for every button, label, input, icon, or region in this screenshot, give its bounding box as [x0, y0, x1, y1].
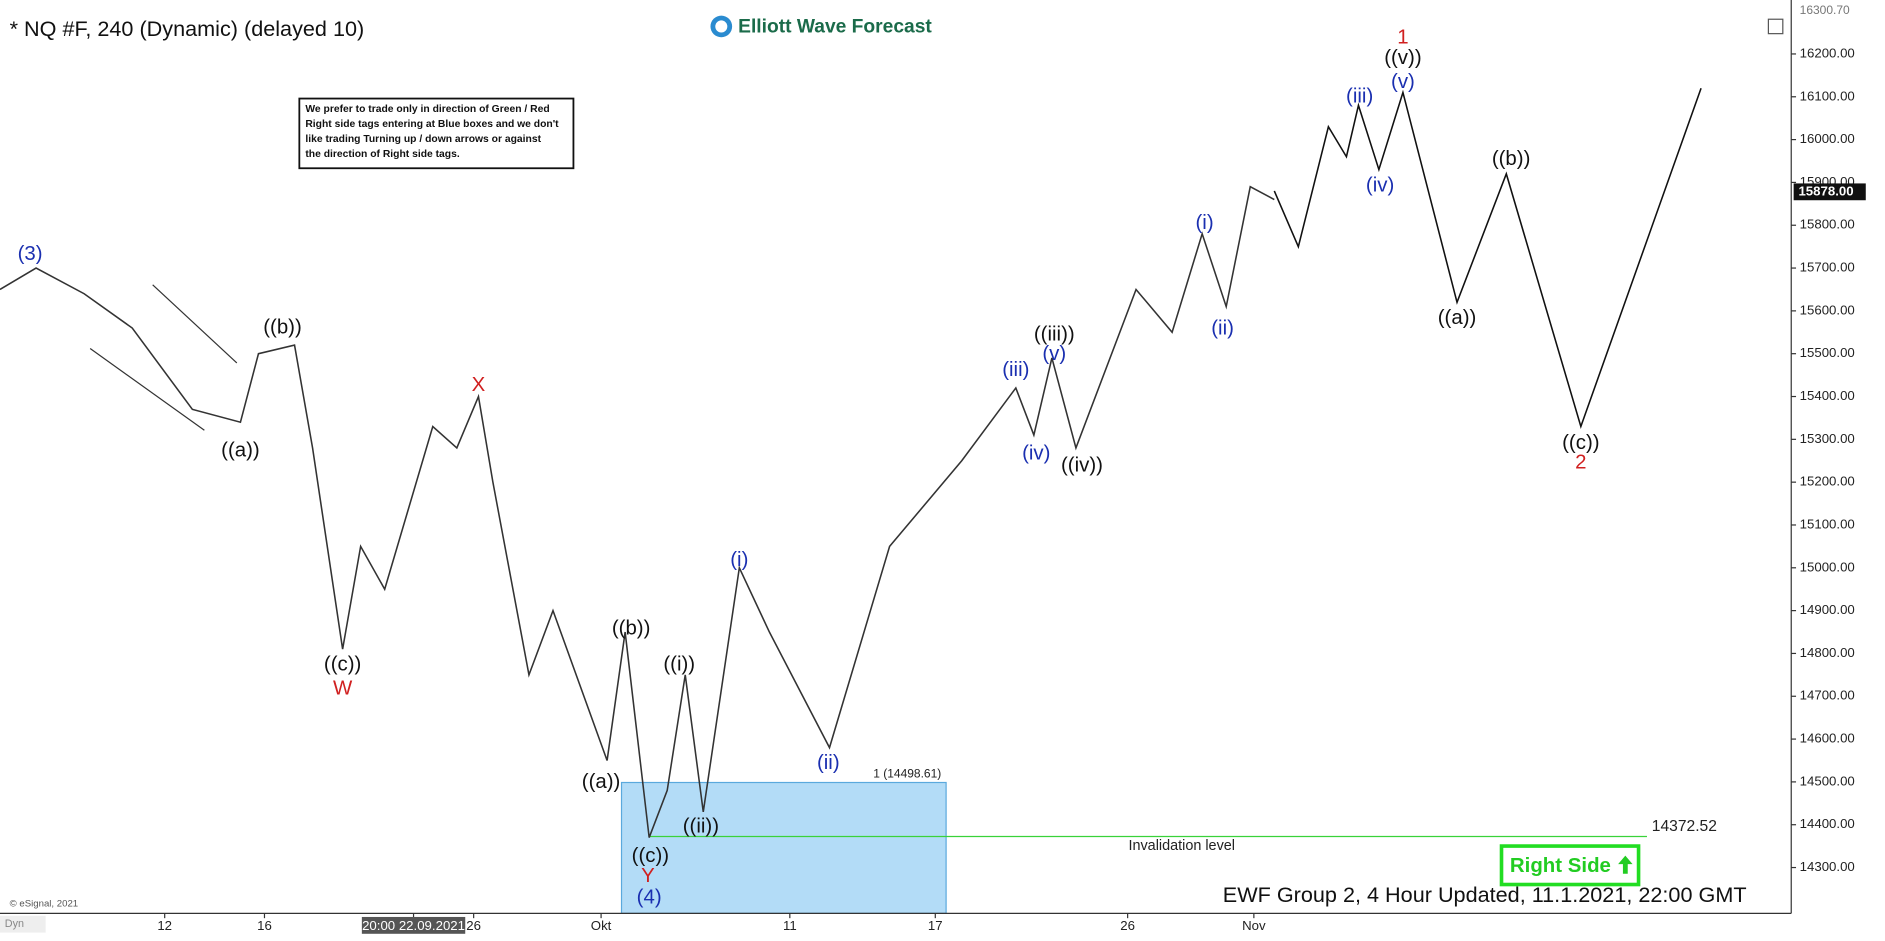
x-tick-label: 11	[783, 918, 797, 933]
copyright: © eSignal, 2021	[10, 898, 79, 909]
wave-label: ((c))	[632, 845, 669, 867]
x-tick-label: 12	[157, 918, 172, 933]
y-tick-label: 16100.00	[1800, 88, 1855, 103]
price-line	[0, 185, 1275, 838]
wave-label: (i)	[1196, 212, 1214, 234]
y-tick-label: 14900.00	[1800, 602, 1855, 617]
wave-label: (v)	[1391, 71, 1415, 93]
wave-label: ((c))	[324, 653, 361, 675]
target-box	[620, 781, 947, 914]
wave-label: W	[333, 677, 353, 699]
y-tick-label: 15000.00	[1800, 559, 1855, 574]
x-tick-label: Nov	[1242, 918, 1266, 933]
wave-label: ((v))	[1384, 47, 1421, 69]
channel-line	[152, 284, 238, 364]
y-tick-label: 16000.00	[1800, 131, 1855, 146]
corner-label: Dyn	[5, 918, 24, 930]
x-tick-label: 26	[1120, 918, 1135, 933]
price-line	[1273, 87, 1702, 430]
wave-label: 1	[1397, 27, 1408, 49]
wave-label: (ii)	[1211, 318, 1234, 340]
logo-icon-inner	[715, 20, 728, 33]
wave-label: ((i))	[663, 653, 695, 675]
window-icon	[1767, 18, 1784, 35]
box-label: 1 (14498.61)	[873, 766, 941, 780]
channel-line	[89, 348, 205, 431]
y-tick-label: 15200.00	[1800, 474, 1855, 489]
x-cursor-box	[361, 916, 466, 934]
y-tick-label: 14400.00	[1800, 816, 1855, 831]
wave-label: ((iv))	[1061, 455, 1103, 477]
last-price-box	[1793, 183, 1866, 201]
invalidation-value: 14372.52	[1652, 818, 1717, 835]
wave-label: ((b))	[263, 316, 302, 338]
x-tick-label: 26	[466, 918, 481, 933]
x-tick-label: 20:00 22.09.2021	[362, 918, 465, 933]
note-line: like trading Turning up / down arrows or…	[305, 134, 541, 145]
y-tick-label: 15300.00	[1800, 431, 1855, 446]
wave-label: ((ii))	[683, 816, 719, 838]
under-layer	[620, 781, 1647, 914]
x-tick-label: Okt	[591, 918, 612, 933]
wave-label: ((a))	[1438, 307, 1477, 329]
wave-label: ((c))	[1562, 432, 1599, 454]
y-tick-label: 14600.00	[1800, 731, 1855, 746]
right-side-text: Right Side	[1510, 855, 1611, 877]
wave-label: ((b))	[1492, 148, 1531, 170]
note-line: Right side tags entering at Blue boxes a…	[305, 119, 559, 130]
note-line: We prefer to trade only in direction of …	[305, 104, 549, 115]
wave-label: ((a))	[221, 439, 260, 461]
wave-label: (4)	[637, 887, 662, 909]
wave-label: (i)	[730, 549, 748, 571]
wave-label: (iv)	[1366, 175, 1394, 197]
wave-label: (iii)	[1002, 359, 1029, 381]
y-tick-label: 15500.00	[1800, 345, 1855, 360]
wave-label: Y	[641, 865, 655, 887]
y-tick-label: 14700.00	[1800, 688, 1855, 703]
wave-label: (iii)	[1346, 86, 1373, 108]
wave-label: 2	[1575, 451, 1586, 473]
wave-label: (v)	[1042, 343, 1066, 365]
y-tick-label: 15700.00	[1800, 260, 1855, 275]
wave-label: (iv)	[1022, 443, 1050, 465]
right-side-button	[1499, 844, 1641, 887]
invalidation-text: Invalidation level	[1128, 838, 1235, 854]
note-line: the direction of Right side tags.	[305, 149, 460, 160]
wave-label: ((iii))	[1034, 324, 1075, 346]
last-price-label: 15878.00	[1798, 183, 1853, 198]
logo-text: Elliott Wave Forecast	[738, 17, 932, 38]
y-tick-label: 14300.00	[1800, 859, 1855, 874]
footer: EWF Group 2, 4 Hour Updated, 11.1.2021, …	[1223, 882, 1747, 907]
y-tick-label: 15400.00	[1800, 388, 1855, 403]
x-tick-label: 17	[928, 918, 943, 933]
top-price-label: 16300.70	[1800, 3, 1850, 17]
y-tick-label: 15100.00	[1800, 516, 1855, 531]
wave-label: ((a))	[582, 771, 621, 793]
corner-box	[0, 915, 46, 933]
chart-title: * NQ #F, 240 (Dynamic) (delayed 10)	[10, 16, 365, 41]
y-tick-label: 16200.00	[1800, 45, 1855, 60]
wave-label: (ii)	[817, 752, 840, 774]
y-tick-label: 15600.00	[1800, 302, 1855, 317]
wave-label: (3)	[18, 243, 43, 265]
y-tick-label: 14500.00	[1800, 773, 1855, 788]
x-tick-label: 16	[257, 918, 272, 933]
y-tick-label: 14800.00	[1800, 645, 1855, 660]
up-arrow-icon	[1618, 855, 1633, 874]
note-box	[298, 97, 575, 170]
wave-label: ((b))	[612, 617, 651, 639]
wave-label: X	[472, 374, 486, 396]
y-tick-label: 15800.00	[1800, 217, 1855, 232]
